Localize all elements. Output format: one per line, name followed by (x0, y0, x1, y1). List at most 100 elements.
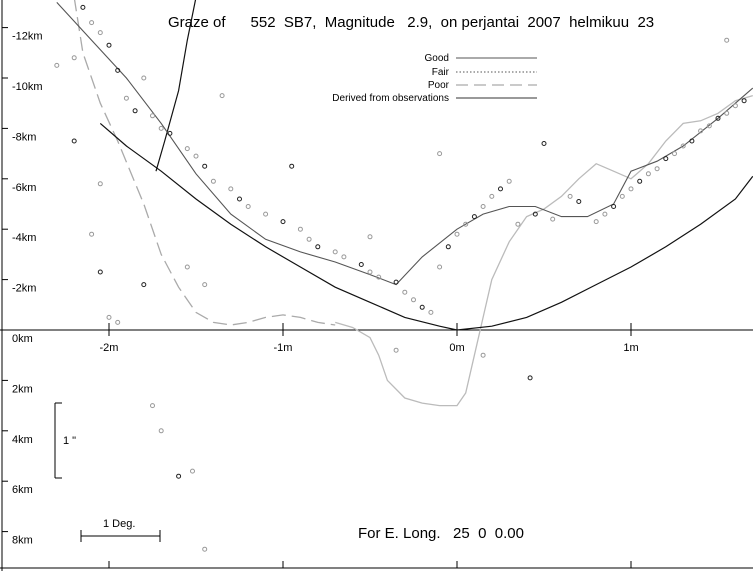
legend-label-fair: Fair (432, 67, 450, 78)
observation-point (680, 143, 686, 149)
curves-group (56, 0, 753, 407)
observation-point (411, 297, 416, 303)
observation-point (89, 231, 95, 237)
y-tick-label: -12km (12, 31, 43, 43)
observation-point (367, 269, 373, 275)
observation-point (202, 546, 208, 552)
observation-point (184, 264, 190, 270)
observation-point (732, 103, 738, 109)
observation-point (532, 211, 538, 217)
observation-point (724, 37, 730, 43)
derived-profile-line (56, 2, 753, 286)
legend: Good Fair Poor Derived from observations (332, 53, 537, 104)
observation-point (167, 130, 173, 136)
fair-profile-line (335, 94, 753, 407)
observation-point (602, 211, 608, 217)
y-tick-label: 0km (12, 333, 33, 345)
observation-point (228, 186, 234, 192)
observation-point (576, 199, 582, 204)
observation-point (297, 226, 303, 232)
limit-curve-north (155, 0, 197, 172)
y-tick-label: 6km (12, 484, 33, 496)
vertical-scale-label: 1 " (63, 435, 76, 447)
observation-point (645, 171, 651, 177)
observation-point (706, 123, 712, 129)
observation-point (454, 231, 460, 237)
observation-point (141, 282, 147, 288)
observation-point (158, 428, 164, 434)
observation-point (619, 193, 625, 199)
observation-point (158, 125, 164, 131)
longitude-footer: For E. Long. 25 0 0.00 (358, 525, 524, 542)
observation-point (210, 178, 216, 184)
observation-point (463, 221, 469, 227)
observation-point (106, 42, 112, 48)
observation-point (419, 304, 425, 310)
observation-point (245, 204, 251, 209)
observation-point (480, 352, 486, 358)
observation-point (698, 128, 704, 134)
observation-point (263, 211, 269, 217)
y-tick-label: -8km (12, 131, 36, 143)
limit-curve (99, 122, 753, 331)
observation-point (280, 219, 286, 225)
observation-point (654, 166, 660, 172)
legend-label-poor: Poor (428, 80, 450, 91)
observation-point (527, 375, 533, 381)
chart-title: Graze of 552 SB7, Magnitude 2.9, on perj… (168, 14, 654, 31)
y-tick-label: 8km (12, 535, 33, 547)
observation-point (689, 138, 695, 144)
observation-point (376, 274, 382, 280)
horizontal-scale-label: 1 Deg. (103, 518, 135, 530)
observation-point (115, 67, 121, 73)
observation-point (202, 282, 208, 288)
legend-label-derived: Derived from observations (332, 93, 449, 104)
observation-points (54, 4, 747, 552)
observation-point (437, 264, 443, 270)
observation-point (489, 193, 495, 199)
observation-point (741, 98, 747, 104)
observation-point (219, 93, 225, 99)
observation-point (506, 178, 512, 184)
vertical-scale-bar: 1 " (54, 402, 76, 479)
observation-point (471, 214, 477, 220)
observation-point (437, 151, 443, 157)
observation-point (289, 163, 295, 169)
observation-point (115, 319, 121, 325)
observation-point (71, 138, 77, 144)
observation-point (97, 269, 103, 275)
y-tick-label: 2km (12, 383, 33, 395)
observation-point (663, 156, 669, 162)
observation-point (445, 244, 451, 250)
observation-point (132, 108, 138, 114)
observation-point (141, 75, 147, 81)
observation-point (341, 254, 347, 260)
observation-point (315, 244, 321, 250)
observation-point (71, 55, 77, 61)
observation-point (393, 347, 399, 353)
observation-point (106, 314, 112, 320)
observation-point (150, 113, 155, 119)
observation-point (54, 62, 60, 68)
observation-point (89, 20, 95, 26)
observation-point (123, 95, 129, 101)
x-tick-label: 1m (623, 342, 638, 354)
observation-point (611, 204, 617, 209)
observation-point (80, 4, 86, 10)
observation-point (358, 262, 364, 267)
x-tick-label: -2m (100, 342, 119, 354)
observation-point (202, 163, 208, 169)
observation-point (593, 219, 599, 225)
observation-point (672, 151, 677, 157)
observation-point (637, 178, 643, 184)
observation-point (150, 403, 155, 409)
observation-point (402, 289, 408, 295)
observation-point (480, 204, 486, 209)
observation-point (332, 249, 338, 255)
observation-point (567, 193, 573, 199)
legend-label-good: Good (425, 53, 449, 64)
observation-point (628, 186, 634, 192)
y-tick-label: 4km (12, 434, 33, 446)
observation-point (306, 236, 312, 242)
